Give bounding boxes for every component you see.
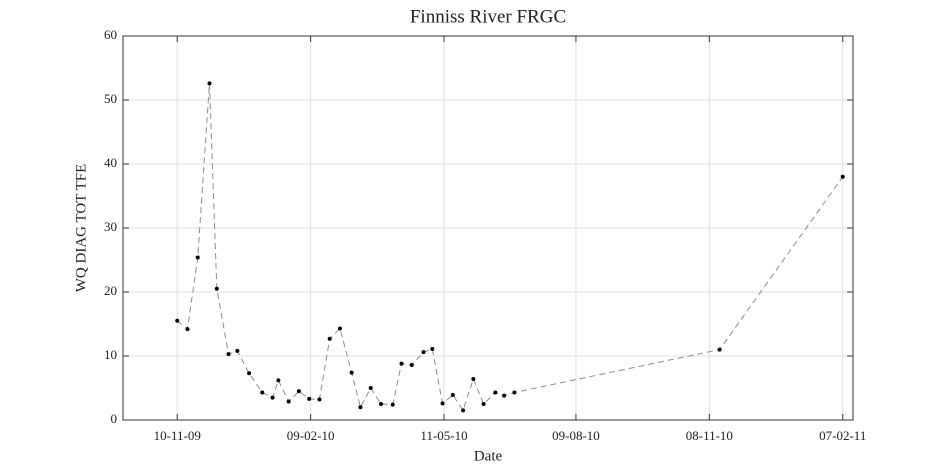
data-point xyxy=(214,286,219,291)
data-point xyxy=(481,402,486,406)
data-point xyxy=(175,318,180,323)
x-tick-label: 11-05-10 xyxy=(420,428,467,443)
data-point xyxy=(430,346,435,351)
data-point xyxy=(226,352,231,357)
y-tick-label: 10 xyxy=(104,347,117,362)
x-tick-label: 07-02-11 xyxy=(819,428,866,443)
x-tick-label: 09-08-10 xyxy=(552,428,600,443)
data-point xyxy=(185,327,190,332)
data-point xyxy=(286,399,291,404)
data-point xyxy=(409,362,414,367)
data-point xyxy=(337,326,342,331)
data-point xyxy=(368,386,373,390)
data-point xyxy=(399,361,404,366)
y-axis-label: WQ DIAG TOT TFE xyxy=(73,164,89,292)
data-line xyxy=(176,83,844,412)
data-point xyxy=(349,370,354,375)
x-tick-label: 08-11-10 xyxy=(686,428,733,443)
y-tick-label: 30 xyxy=(104,219,117,234)
data-point xyxy=(260,390,265,395)
plot-frame xyxy=(122,35,854,421)
x-tick-label: 09-02-10 xyxy=(287,428,335,443)
data-point xyxy=(235,348,240,353)
data-point xyxy=(493,390,498,395)
data-point xyxy=(717,347,722,352)
data-point xyxy=(471,377,476,382)
data-point xyxy=(358,405,363,410)
data-point xyxy=(440,401,445,406)
y-tick-label: 20 xyxy=(104,283,117,298)
x-tick-label: 10-11-09 xyxy=(154,428,201,443)
data-point xyxy=(840,174,845,179)
data-point xyxy=(296,389,301,394)
data-point xyxy=(307,396,312,401)
data-point xyxy=(276,378,281,383)
data-point xyxy=(502,393,507,398)
data-point xyxy=(270,395,275,400)
data-point xyxy=(461,408,466,413)
x-axis-label: Date xyxy=(474,448,503,464)
data-point xyxy=(195,255,200,260)
data-point xyxy=(390,402,395,407)
data-point xyxy=(317,397,322,402)
data-point xyxy=(207,81,212,86)
y-tick-label: 0 xyxy=(111,411,118,426)
y-tick-label: 50 xyxy=(104,91,117,106)
y-tick-label: 60 xyxy=(104,27,117,42)
y-tick-label: 40 xyxy=(104,155,117,170)
chart-title: Finniss River FRGC xyxy=(410,6,566,27)
data-point xyxy=(327,336,332,341)
data-point xyxy=(450,393,455,398)
data-point xyxy=(421,350,426,355)
data-point xyxy=(512,390,517,395)
data-point xyxy=(378,402,383,406)
data-point xyxy=(247,371,252,376)
